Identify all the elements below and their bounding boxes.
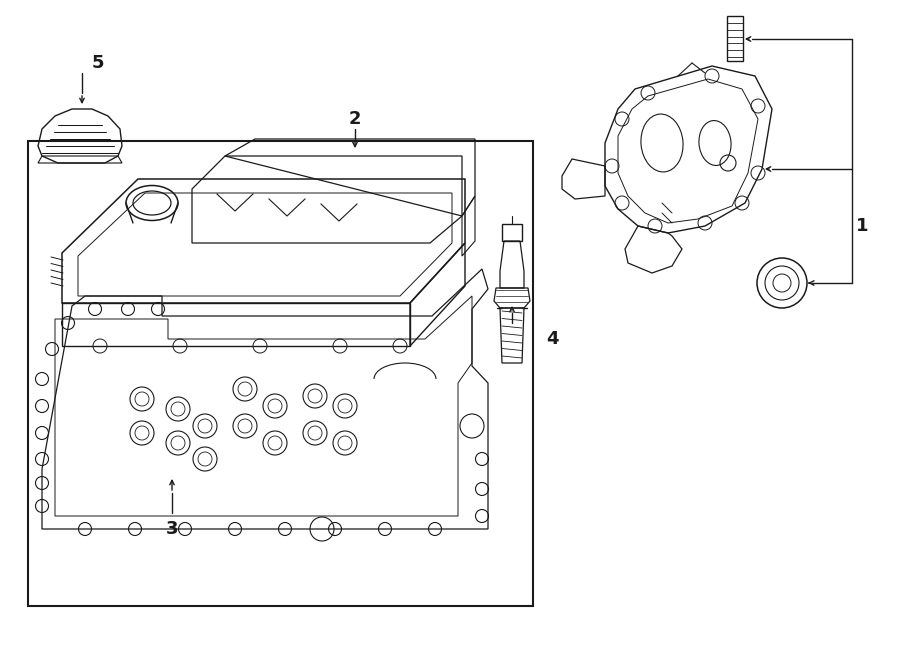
Bar <box>502 224 522 241</box>
Text: 1: 1 <box>856 217 868 235</box>
Text: 2: 2 <box>349 110 361 128</box>
Text: 3: 3 <box>166 520 178 538</box>
Text: 4: 4 <box>545 330 558 348</box>
Bar <box>28 141 533 606</box>
Bar <box>727 16 743 61</box>
Text: 5: 5 <box>92 54 104 72</box>
